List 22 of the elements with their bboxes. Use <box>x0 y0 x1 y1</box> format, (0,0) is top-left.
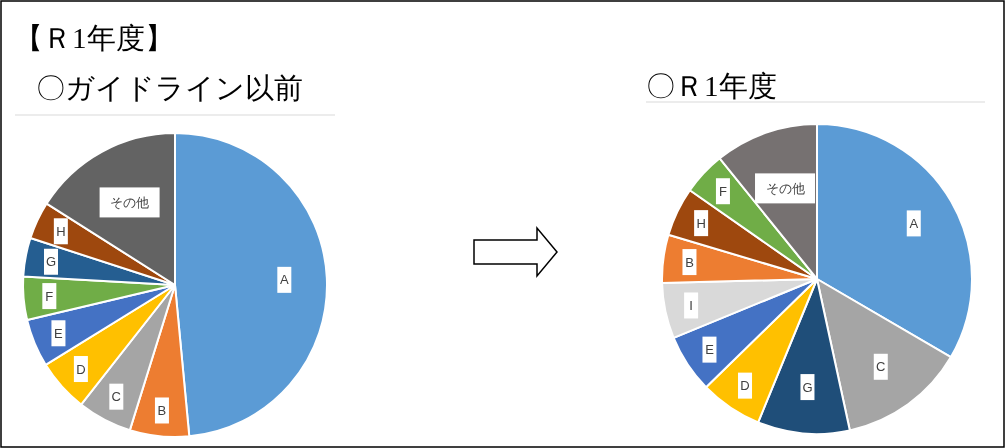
slice-label: G <box>802 379 813 395</box>
chart-title: 〇ガイドライン以前 <box>36 72 303 104</box>
slice-label: C <box>111 389 122 405</box>
slice-label: F <box>45 288 54 304</box>
slice-label: A <box>279 272 289 288</box>
text: 【Ｒ1年度】 <box>14 22 174 54</box>
slice-label: F <box>718 183 727 199</box>
slice-label: G <box>45 254 57 270</box>
slice-label: B <box>685 254 694 270</box>
slice-label: その他 <box>110 194 150 210</box>
slice-label: D <box>740 378 750 394</box>
slice-label: D <box>76 361 86 377</box>
slice-label: A <box>909 215 919 231</box>
slice-label: H <box>696 215 706 231</box>
slice-label: E <box>54 325 64 341</box>
slice-label: その他 <box>765 180 805 196</box>
slice-label: B <box>157 402 167 418</box>
slice-label: I <box>689 297 693 313</box>
slice-label: E <box>705 342 715 358</box>
chart-title: 〇Ｒ1年度 <box>646 70 777 102</box>
slice-label: C <box>876 359 886 375</box>
slice-label: H <box>56 223 66 239</box>
